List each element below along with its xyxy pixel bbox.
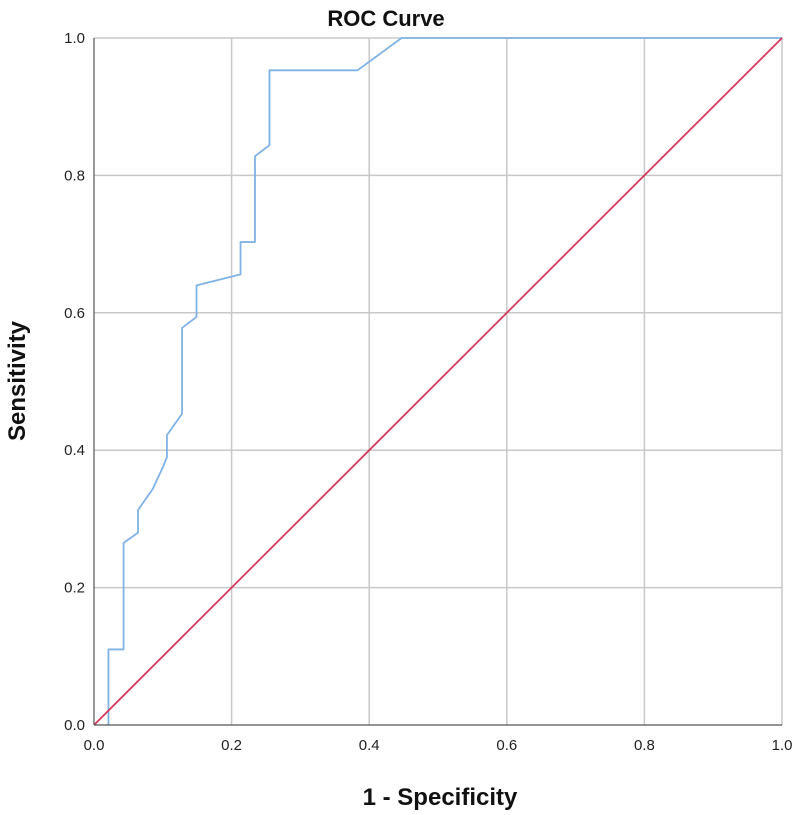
x-tick-label: 1.0 xyxy=(772,737,793,754)
x-tick-label: 0.4 xyxy=(359,737,380,754)
y-tick-label: 0.8 xyxy=(64,167,85,184)
y-tick-label: 0.0 xyxy=(64,717,85,734)
series-group xyxy=(93,37,783,726)
chart-title: ROC Curve xyxy=(327,6,444,31)
roc-curve-line xyxy=(107,37,782,725)
x-tick-label: 0.8 xyxy=(634,737,655,754)
x-tick-label: 0.6 xyxy=(496,737,517,754)
x-axis-label: 1 - Specificity xyxy=(363,784,518,811)
y-tick-label: 0.4 xyxy=(64,442,85,459)
x-tick-label: 0.2 xyxy=(221,737,242,754)
y-tick-label: 1.0 xyxy=(64,30,85,47)
x-tick-labels: 0.0 0.2 0.4 0.6 0.8 1.0 xyxy=(84,737,793,754)
reference-diagonal-line xyxy=(93,37,783,726)
y-axis-label: Sensitivity xyxy=(4,320,31,441)
y-tick-label: 0.6 xyxy=(64,305,85,322)
y-tick-labels: 0.0 0.2 0.4 0.6 0.8 1.0 xyxy=(64,30,85,734)
y-tick-label: 0.2 xyxy=(64,580,85,597)
x-tick-label: 0.0 xyxy=(84,737,105,754)
